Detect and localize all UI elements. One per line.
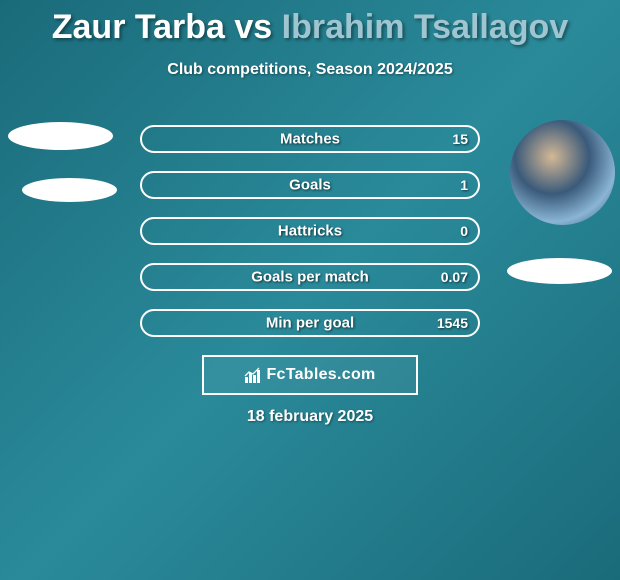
stat-right-value: 1	[460, 177, 468, 193]
stat-bar: Goals 1	[140, 171, 480, 199]
snapshot-date: 18 february 2025	[0, 408, 620, 426]
stat-bar: Hattricks 0	[140, 217, 480, 245]
chart-icon	[244, 366, 262, 384]
stat-label: Matches	[280, 131, 340, 148]
stat-label: Hattricks	[278, 223, 342, 240]
vs-text: vs	[234, 8, 272, 46]
stat-right-value: 1545	[437, 315, 468, 331]
player2-avatar	[510, 120, 615, 225]
stat-bar: Min per goal 1545	[140, 309, 480, 337]
player2-name: Ibrahim Tsallagov	[282, 8, 569, 46]
stat-label: Goals	[289, 177, 331, 194]
stat-bar: Goals per match 0.07	[140, 263, 480, 291]
stat-right-value: 0	[460, 223, 468, 239]
comparison-title: Zaur Tarba vs Ibrahim Tsallagov	[0, 0, 620, 47]
player1-name: Zaur Tarba	[52, 8, 225, 46]
logo-text: FcTables.com	[266, 366, 375, 384]
decor-ellipse-right	[507, 258, 612, 284]
decor-ellipse-left-1	[8, 122, 113, 150]
stat-bar: Matches 15	[140, 125, 480, 153]
stat-right-value: 15	[452, 131, 468, 147]
stats-bars: Matches 15 Goals 1 Hattricks 0 Goals per…	[140, 125, 480, 355]
stat-right-value: 0.07	[441, 269, 468, 285]
decor-ellipse-left-2	[22, 178, 117, 202]
stat-label: Goals per match	[251, 269, 369, 286]
subtitle: Club competitions, Season 2024/2025	[0, 61, 620, 79]
stat-label: Min per goal	[266, 315, 354, 332]
logo-box: FcTables.com	[202, 355, 418, 395]
